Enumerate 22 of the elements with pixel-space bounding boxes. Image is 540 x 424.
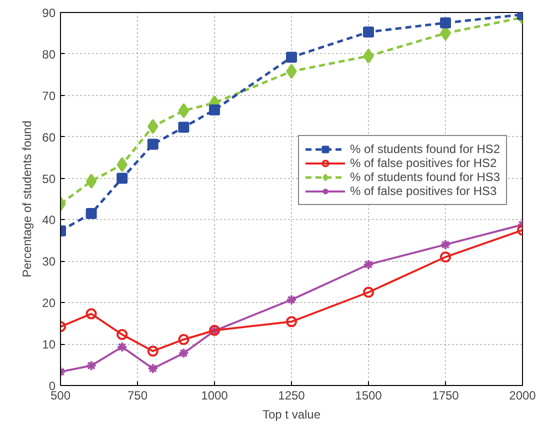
x-tick-label: 1250: [278, 388, 306, 402]
y-axis-title: Percentage of students found: [20, 120, 34, 278]
legend-label: % of false positives for HS2: [350, 156, 497, 170]
y-tick-label: 10: [42, 338, 56, 352]
y-tick-label: 20: [42, 296, 56, 310]
y-tick-label: 50: [42, 172, 56, 186]
y-tick-label: 30: [42, 254, 56, 269]
x-tick-label: 1000: [201, 388, 228, 402]
legend-label: % of students found for HS2: [350, 142, 500, 156]
y-tick-label: 90: [42, 6, 56, 20]
x-tick-label: 1750: [432, 388, 460, 402]
legend-label: % of students found for HS3: [350, 170, 500, 184]
x-tick-label: 1500: [355, 388, 382, 402]
x-axis-title: Top t value: [262, 408, 321, 422]
x-tick-label: 750: [127, 388, 148, 402]
y-tick-label: 60: [42, 130, 56, 144]
y-tick-label: 40: [42, 213, 56, 228]
y-tick-label: 80: [42, 47, 56, 62]
y-tick-label: 70: [42, 88, 56, 103]
x-tick-label: 500: [50, 388, 71, 402]
x-tick-label: 2000: [509, 388, 536, 402]
legend-label: % of false positives for HS3: [350, 184, 497, 198]
